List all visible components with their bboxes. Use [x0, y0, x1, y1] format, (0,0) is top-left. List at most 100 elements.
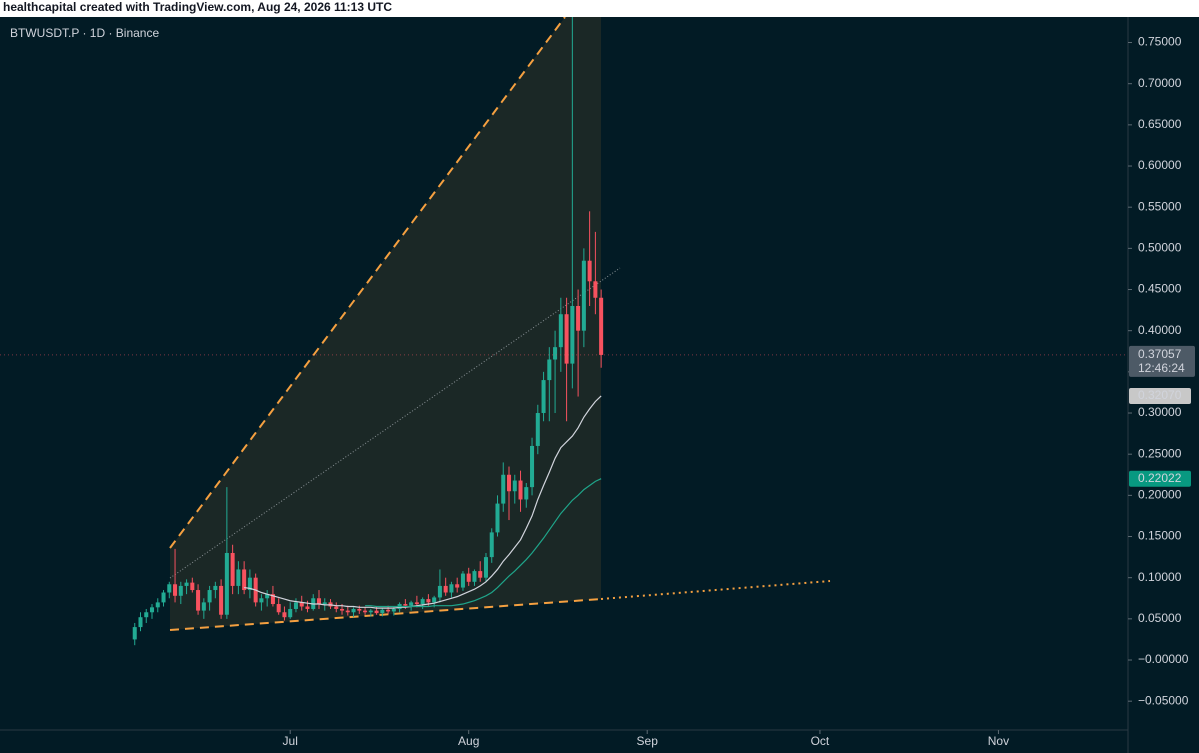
y-tick-label: 0.30000 — [1138, 405, 1182, 419]
range-shade — [170, 17, 601, 630]
candle-body — [587, 260, 592, 282]
chart-title: BTWUSDT.P · 1D · Binance — [10, 26, 159, 40]
candle-body — [541, 380, 546, 414]
candle-body — [432, 597, 437, 603]
candle-body — [564, 314, 569, 364]
y-tick-label: 0.40000 — [1138, 323, 1182, 337]
y-tick-label: 0.50000 — [1138, 241, 1182, 255]
lower-trendline — [169, 598, 602, 631]
line-price-box — [1129, 470, 1191, 487]
candle-body — [449, 584, 454, 593]
y-tick-label: 0.75000 — [1138, 35, 1182, 49]
candle-body — [340, 608, 345, 611]
y-tick-label: 0.60000 — [1138, 158, 1182, 172]
candle-body — [224, 552, 229, 615]
y-tick-label: −0.00000 — [1138, 652, 1189, 666]
lower-extension — [600, 580, 831, 600]
candle-body — [443, 585, 448, 593]
x-tick-label: Oct — [811, 734, 830, 748]
candle-body — [409, 602, 414, 606]
candle-body — [190, 582, 195, 591]
candle-body — [599, 297, 604, 355]
candle-body — [506, 474, 512, 492]
y-tick-label: 0.55000 — [1138, 199, 1182, 213]
candle-body — [466, 573, 471, 582]
candle-body — [167, 584, 172, 593]
candle-body — [219, 585, 224, 615]
candle-body — [593, 281, 598, 298]
y-tick-label: −0.05000 — [1138, 693, 1189, 707]
candle-body — [144, 612, 149, 618]
drawings — [169, 17, 831, 631]
candle-body — [345, 610, 350, 613]
x-tick-label: Aug — [458, 734, 479, 748]
last-price-label: 0.37057 — [1138, 347, 1182, 361]
moving-average-line — [365, 478, 602, 608]
candle-body — [530, 445, 535, 488]
candle-body — [316, 598, 322, 605]
candle-body — [282, 612, 287, 618]
candle-body — [173, 584, 178, 596]
candle-body — [161, 592, 166, 603]
candle-body — [472, 571, 477, 582]
candle-body — [149, 607, 155, 613]
candle-body — [570, 305, 575, 364]
candle-body — [351, 608, 356, 613]
candle-body — [132, 627, 137, 640]
x-tick-label: Sep — [637, 734, 659, 748]
candle-body — [138, 617, 143, 628]
candle-body — [184, 582, 189, 586]
line-price-box — [1129, 387, 1191, 404]
candle-body — [547, 359, 552, 381]
candle-body — [553, 347, 558, 360]
x-tick-label: Jul — [283, 734, 298, 748]
candle-body — [489, 532, 494, 558]
candle-body — [558, 314, 563, 348]
x-tick-label: Nov — [988, 734, 1009, 748]
candle-body — [334, 606, 339, 609]
mid-trendline — [169, 267, 621, 579]
candle-body — [483, 557, 488, 578]
candle-body — [455, 584, 460, 588]
candle-body — [437, 585, 442, 598]
last-price-box — [1129, 345, 1195, 377]
candle-body — [196, 590, 201, 611]
candle-body — [374, 610, 379, 614]
candle-body — [236, 569, 241, 586]
candle-body — [512, 480, 517, 492]
candle-body — [518, 480, 523, 500]
candle-body — [380, 609, 385, 614]
line-price-label: 0.32070 — [1138, 388, 1182, 402]
candle-body — [357, 608, 362, 611]
candle-body — [368, 610, 373, 613]
upper-trendline — [169, 17, 566, 549]
y-tick-label: 0.70000 — [1138, 76, 1182, 90]
y-tick-label: 0.10000 — [1138, 570, 1182, 584]
candle-body — [207, 590, 212, 603]
candle-body — [391, 608, 396, 612]
y-tick-label: 0.45000 — [1138, 282, 1182, 296]
candle-body — [403, 604, 408, 606]
candle-body — [276, 604, 281, 613]
candle-body — [288, 608, 293, 618]
candle-body — [363, 610, 368, 613]
countdown: 12:46:24 — [1138, 361, 1185, 375]
candle-body — [322, 602, 327, 605]
y-tick-label: 0.15000 — [1138, 529, 1182, 543]
candle-body — [293, 602, 298, 609]
candle-body — [270, 594, 275, 605]
candle-body — [201, 602, 206, 611]
candle-body — [495, 503, 500, 533]
candle-body — [581, 260, 586, 331]
candle-body — [155, 602, 160, 608]
candle-body — [386, 609, 391, 612]
y-tick-label: 0.65000 — [1138, 117, 1182, 131]
candle-body — [420, 599, 425, 605]
y-tick-label: 0.05000 — [1138, 611, 1182, 625]
candle-body — [265, 594, 270, 599]
candle-body — [414, 602, 419, 605]
candle-body — [213, 585, 218, 591]
header-bar — [0, 0, 1199, 17]
candle-body — [460, 573, 465, 588]
